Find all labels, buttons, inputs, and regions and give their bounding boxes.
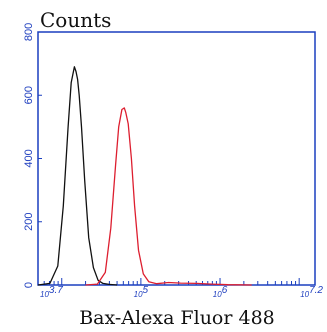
plot-area (37, 31, 316, 286)
y-tick-label: 0 (23, 282, 35, 288)
y-ticks: 0 200 400 600 800 (23, 23, 42, 288)
y-tick-label: 400 (23, 149, 35, 167)
plot-frame (37, 31, 316, 286)
x-tick-label: 103.7 (40, 285, 63, 299)
series-layer (37, 66, 252, 286)
x-axis-label: Bax-Alexa Fluor 488 (79, 307, 275, 329)
series-line-2 (85, 107, 252, 286)
y-tick-label: 200 (23, 213, 35, 231)
y-axis-label: Counts (40, 8, 111, 32)
x-tick-label: 105 (134, 285, 149, 299)
x-tick-label: 107.2 (300, 285, 323, 299)
y-tick-label: 600 (23, 86, 35, 104)
x-tick-label: 106 (213, 285, 228, 299)
x-ticks: 103.7 105 106 107.2 (40, 278, 323, 299)
y-tick-label: 800 (23, 23, 35, 41)
